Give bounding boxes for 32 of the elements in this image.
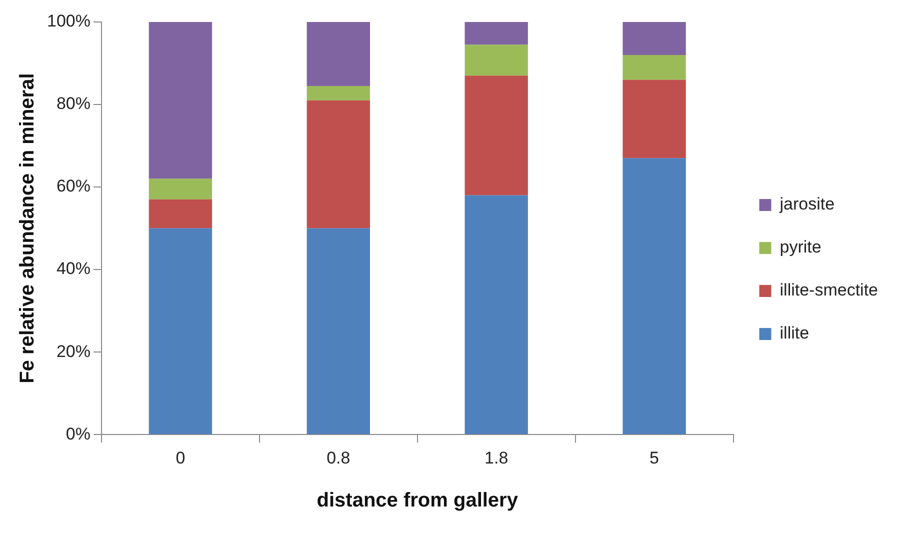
x-axis-title: distance from gallery [316,490,519,512]
y-tick-label: 60% [56,176,90,196]
bar [148,199,212,228]
y-tick-label: 100% [46,12,90,31]
bar [622,55,686,80]
bar [464,195,528,434]
legend-label: illite [780,324,810,343]
bar [464,44,528,76]
bar [622,158,686,434]
bar [148,178,212,200]
x-tick-label: 1.8 [484,448,508,468]
y-tick-label: 20% [56,342,90,361]
bar [464,76,528,196]
bar [306,100,370,228]
legend-label: illite-smectite [780,280,878,300]
bar [464,22,528,45]
y-tick-label: 0% [66,424,90,444]
x-tick-label: 0.8 [326,448,350,468]
x-tick-label: 0 [176,448,186,468]
y-tick-label: 80% [56,94,90,114]
x-tick-label: 5 [650,448,660,468]
bar [306,22,370,86]
legend-label: pyrite [780,238,822,257]
y-axis-title: Fe relative abundance in mineral [16,73,39,384]
bar [306,228,370,434]
bar [306,86,370,100]
bar [622,80,686,158]
y-tick-label: 40% [56,259,90,278]
legend-label: jarosite [778,194,835,214]
bar [148,228,212,434]
bar [622,22,686,56]
bar [148,22,212,179]
